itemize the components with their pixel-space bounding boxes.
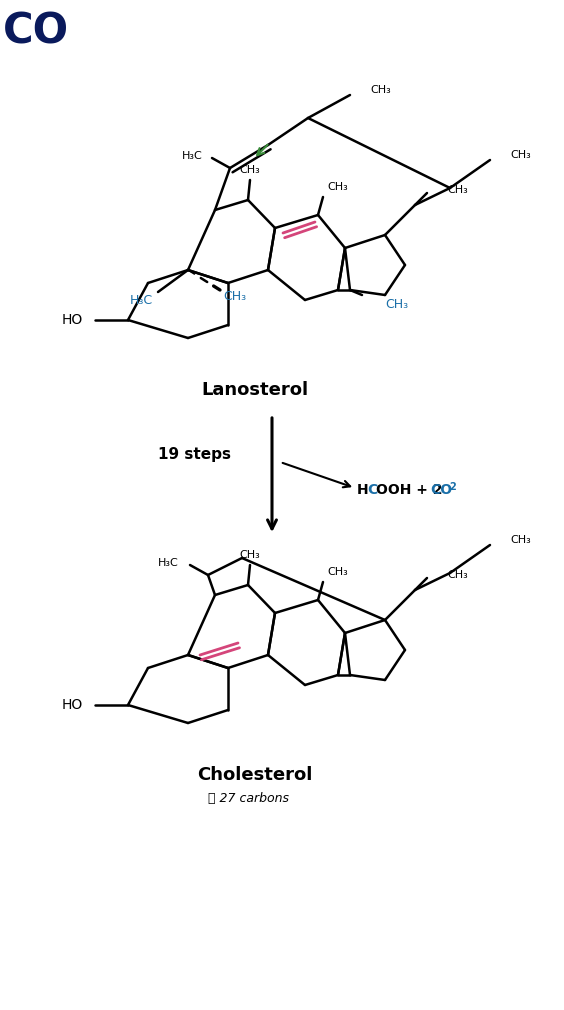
Text: CH₃: CH₃ (447, 570, 468, 580)
Text: CO: CO (430, 483, 452, 497)
Text: CH₃: CH₃ (447, 185, 468, 195)
Text: CH₃: CH₃ (510, 535, 531, 545)
Text: CO: CO (3, 11, 69, 53)
Text: HO: HO (61, 698, 83, 712)
Text: H: H (357, 483, 369, 497)
Text: C: C (367, 483, 377, 497)
Text: CH₃: CH₃ (223, 290, 246, 303)
Text: CH₃: CH₃ (328, 567, 349, 577)
Text: H₃C: H₃C (157, 558, 178, 568)
Text: Lanosterol: Lanosterol (201, 381, 309, 399)
Text: CH₃: CH₃ (510, 150, 531, 160)
Text: ⌣ 27 carbons: ⌣ 27 carbons (208, 792, 289, 805)
Text: 19 steps: 19 steps (158, 447, 231, 463)
Text: CH₃: CH₃ (240, 165, 261, 175)
Text: CH₃: CH₃ (240, 550, 261, 560)
Text: H₃C: H₃C (129, 294, 153, 306)
Text: CH₃: CH₃ (370, 85, 391, 95)
Text: 2: 2 (449, 482, 456, 492)
Text: HO: HO (61, 313, 83, 327)
Text: CH₃: CH₃ (328, 182, 349, 192)
Text: H₃C: H₃C (182, 152, 202, 161)
Text: Cholesterol: Cholesterol (197, 766, 312, 784)
Text: CH₃: CH₃ (385, 299, 408, 311)
Text: OOH + 2: OOH + 2 (376, 483, 447, 497)
